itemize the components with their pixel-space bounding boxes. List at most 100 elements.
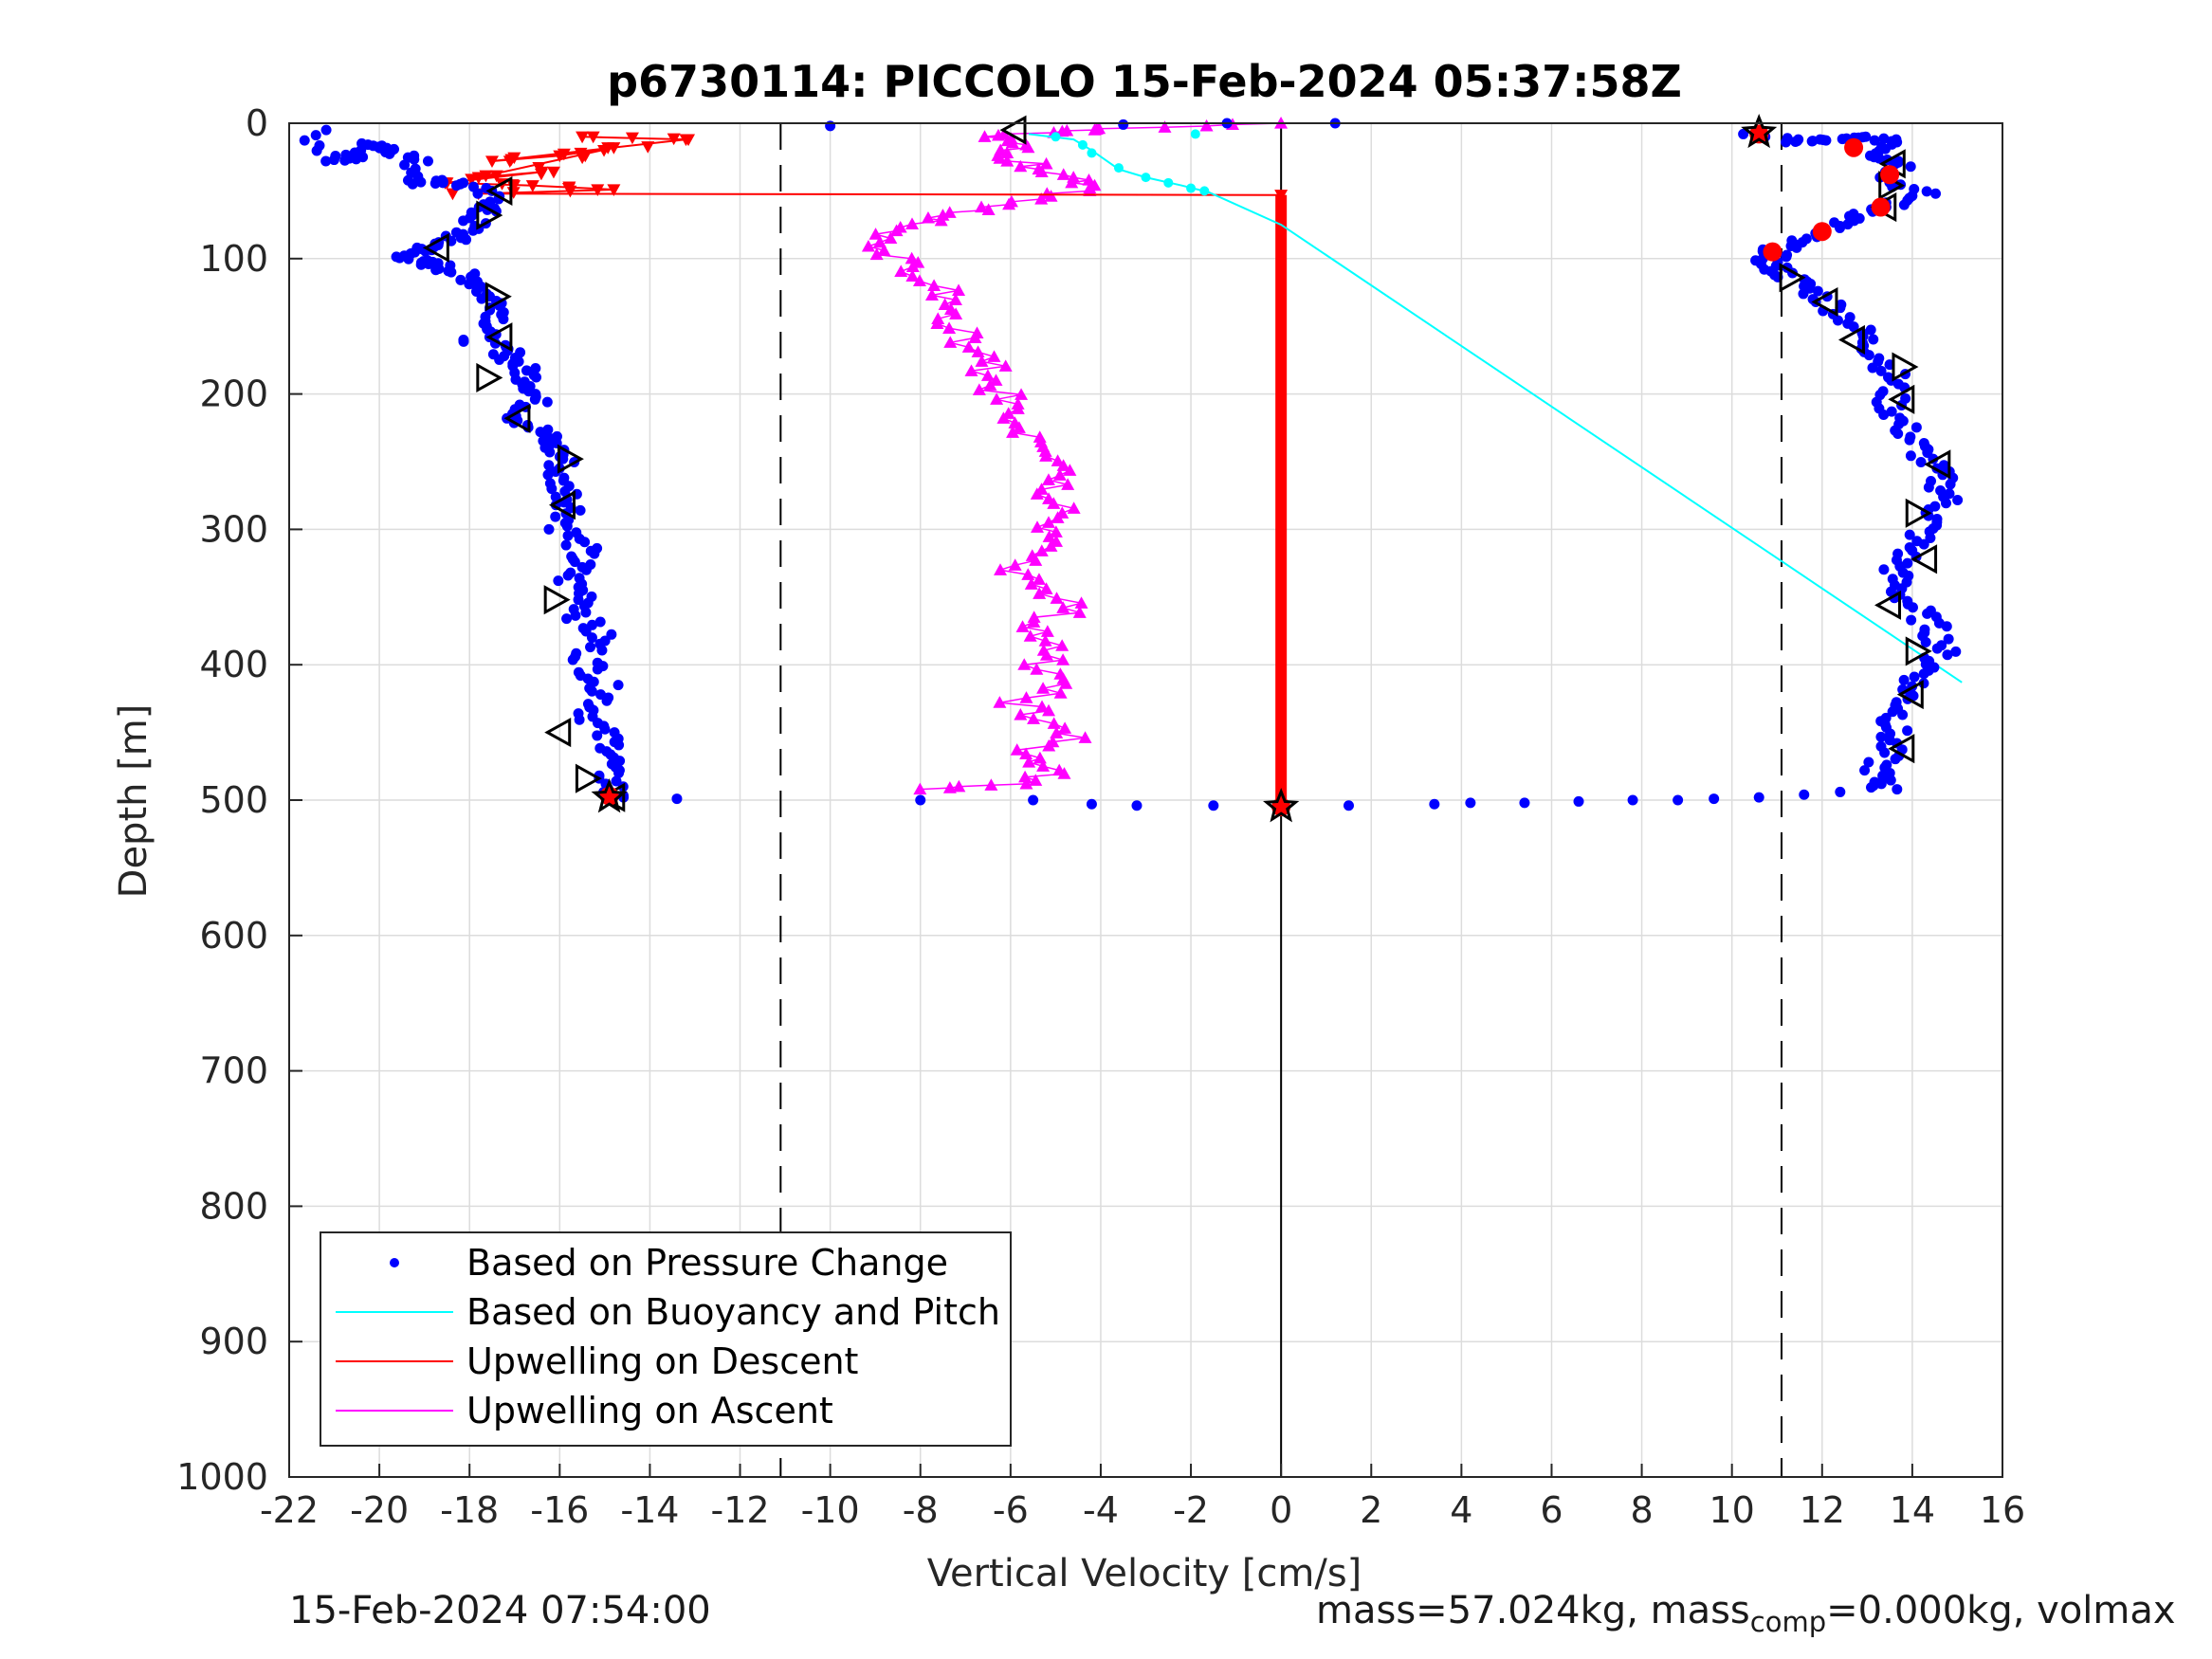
pressure-change-dot: [470, 286, 482, 298]
pressure-change-dot: [415, 259, 427, 270]
y-tick-label: 900: [199, 1321, 268, 1362]
pressure-change-dot: [613, 767, 625, 778]
pressure-change-dot: [1918, 538, 1929, 550]
ascent-upwelling-marker: [921, 210, 935, 224]
pressure-change-dot: [594, 616, 606, 628]
descent-upwelling-marker: [563, 185, 577, 198]
pressure-change-dot: [542, 469, 554, 481]
ascent-upwelling-marker: [1034, 483, 1049, 495]
x-tick-label: -6: [993, 1489, 1029, 1531]
ascent-upwelling-marker: [1074, 596, 1088, 609]
ascent-upwelling-marker: [1063, 464, 1077, 476]
ascent-upwelling-marker: [997, 127, 1012, 140]
pressure-change-dot: [1892, 428, 1904, 439]
pressure-change-dot: [1863, 757, 1874, 768]
pressure-change-dot: [1790, 137, 1801, 148]
pressure-change-dot: [1910, 422, 1922, 433]
ascent-upwelling-marker: [1034, 544, 1049, 556]
pressure-change-dot: [543, 523, 555, 535]
ascent-upwelling-marker: [905, 251, 919, 264]
pressure-change-dot: [1907, 602, 1918, 613]
x-tick-label: 8: [1630, 1489, 1653, 1531]
pressure-change-dot: [430, 264, 442, 276]
pressure-change-dot: [1886, 406, 1897, 417]
pressure-change-dot: [393, 252, 405, 264]
ascent-upwelling-marker: [1019, 747, 1033, 760]
descent-upwelling-marker: [557, 148, 571, 161]
ascent-upwelling-marker: [1040, 187, 1054, 199]
pressure-change-dot: [544, 447, 556, 458]
pressure-change-dot: [320, 155, 332, 167]
legend-entry-label: Upwelling on Descent: [466, 1340, 858, 1382]
pressure-change-dot: [589, 548, 600, 559]
x-tick-label: 16: [1980, 1489, 2025, 1531]
legend-entry-label: Upwelling on Ascent: [466, 1390, 833, 1431]
pressure-change-dot: [569, 556, 580, 568]
pressure-change-dot: [1931, 643, 1943, 654]
ascent-upwelling-marker: [987, 350, 1001, 362]
pressure-change-dot: [409, 154, 420, 165]
ascent-triangle-marker: [1888, 734, 1915, 764]
pressure-change-dot: [1898, 674, 1910, 685]
pressure-change-dot: [599, 723, 611, 735]
pressure-change-dot: [562, 530, 574, 541]
pressure-change-dot: [1920, 636, 1931, 647]
pressure-change-dot: [1904, 434, 1915, 446]
ascent-upwelling-marker: [1032, 162, 1046, 175]
pressure-change-dot: [1848, 321, 1859, 333]
pressure-change-dot: [461, 234, 472, 246]
ascent-upwelling-marker: [975, 355, 989, 367]
pressure-change-dot: [596, 645, 608, 656]
ascent-upwelling-marker: [1042, 530, 1056, 542]
buoyancy-pitch-marker: [1199, 186, 1210, 196]
ascent-upwelling-marker: [1008, 416, 1022, 428]
y-axis-label: Depth [m]: [112, 704, 155, 899]
pressure-change-dot: [476, 293, 487, 304]
ascent-upwelling-marker: [1039, 582, 1053, 594]
pressure-change-dot: [1798, 288, 1809, 300]
ascent-upwelling-marker: [1019, 776, 1033, 790]
chart-title: p6730114: PICCOLO 15-Feb-2024 05:37:58Z: [607, 56, 1682, 107]
descent-upwelling-marker: [576, 152, 590, 165]
pressure-change-dot: [320, 124, 332, 136]
ascent-upwelling-marker: [869, 247, 884, 261]
pressure-change-dot: [1812, 285, 1823, 297]
pressure-change-dot: [415, 176, 427, 188]
pressure-change-dot: [1897, 709, 1909, 720]
ascent-upwelling-marker: [1061, 478, 1075, 490]
red-filled-marker: [1844, 137, 1864, 157]
ascent-upwelling-marker: [1039, 156, 1053, 170]
ascent-upwelling-marker: [994, 563, 1008, 575]
ascent-upwelling-marker: [1050, 535, 1064, 547]
buoyancy-pitch-marker: [1051, 132, 1061, 142]
descent-triangle-marker: [476, 362, 503, 393]
ascent-upwelling-marker: [1092, 121, 1106, 135]
pressure-change-dot: [560, 539, 572, 551]
descent-triangle-marker: [476, 200, 503, 230]
ascent-upwelling-marker: [984, 778, 998, 791]
pressure-change-dot: [1753, 792, 1764, 803]
ascent-upwelling-marker: [1008, 558, 1022, 571]
pressure-change-dot: [612, 680, 624, 691]
pressure-change-dot: [399, 159, 411, 171]
descent-upwelling-marker: [465, 173, 479, 187]
ascent-upwelling-marker: [1036, 759, 1051, 772]
pressure-change-dot: [498, 314, 509, 325]
ascent-upwelling-marker: [1050, 726, 1064, 738]
y-tick-label: 600: [199, 915, 268, 957]
pressure-change-dot: [1343, 800, 1354, 811]
ascent-upwelling-marker: [1029, 774, 1043, 786]
ascent-upwelling-marker: [884, 231, 898, 244]
legend-entry-label: Based on Buoyancy and Pitch: [466, 1291, 1000, 1333]
ascent-upwelling-marker: [1038, 634, 1052, 647]
pressure-change-dot: [1860, 131, 1872, 142]
pressure-change-dot: [915, 794, 926, 806]
ascent-upwelling-marker: [1004, 132, 1018, 145]
descent-upwelling-marker: [534, 168, 548, 181]
axis-ticks: -22 -20 -18 -16 -14 -12 -10 -8 -6 -4 -2 0 2 4 6 8 10 12 14…: [176, 102, 2025, 1531]
ascent-upwelling-marker: [1030, 663, 1044, 675]
pressure-change-dot: [1923, 482, 1934, 493]
pressure-change-dot: [1922, 608, 1933, 619]
ascent-upwelling-marker: [861, 239, 875, 252]
ascent-upwelling-marker: [943, 336, 958, 348]
